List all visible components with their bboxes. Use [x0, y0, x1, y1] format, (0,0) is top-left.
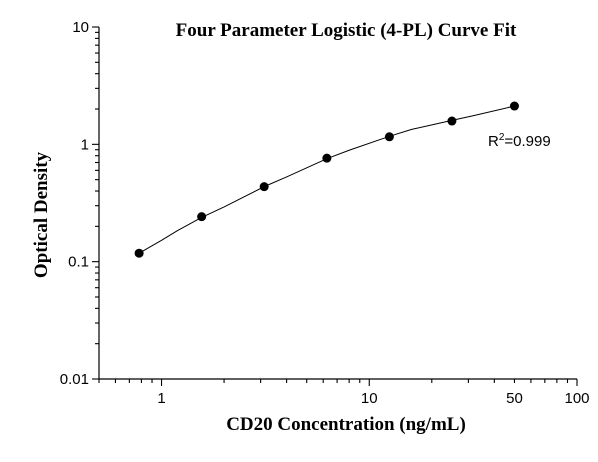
data-points	[134, 101, 519, 258]
y-tick-label: 10	[72, 19, 89, 36]
data-point	[509, 101, 519, 111]
chart-title: Four Parameter Logistic (4-PL) Curve Fit	[176, 20, 517, 41]
y-tick-label: 0.1	[68, 254, 89, 271]
y-axis-label: Optical Density	[31, 151, 52, 278]
x-axis-ticks: 1 10 50 100	[98, 379, 590, 407]
y-tick-label: 0.01	[60, 371, 89, 388]
x-axis-label: CD20 Concentration (ng/mL)	[226, 414, 466, 435]
r-squared-annotation: R2=0.999	[488, 132, 551, 150]
r-squared-value: =0.999	[504, 133, 550, 150]
y-axis-ticks: 0.01 0.1 1 10	[60, 19, 99, 388]
data-point	[447, 116, 457, 126]
data-point	[322, 153, 332, 163]
r-squared-superscript: 2	[499, 132, 505, 143]
y-tick-label: 1	[81, 136, 89, 153]
fit-curve-line	[138, 105, 515, 254]
x-tick-label: 100	[564, 390, 589, 407]
x-tick-label: 1	[157, 390, 165, 407]
data-point	[197, 212, 207, 222]
data-point	[134, 248, 144, 258]
x-tick-label: 10	[361, 390, 378, 407]
data-point	[384, 132, 394, 142]
x-tick-label: 50	[506, 390, 523, 407]
r-squared-prefix: R	[488, 133, 499, 150]
data-point	[259, 182, 269, 192]
